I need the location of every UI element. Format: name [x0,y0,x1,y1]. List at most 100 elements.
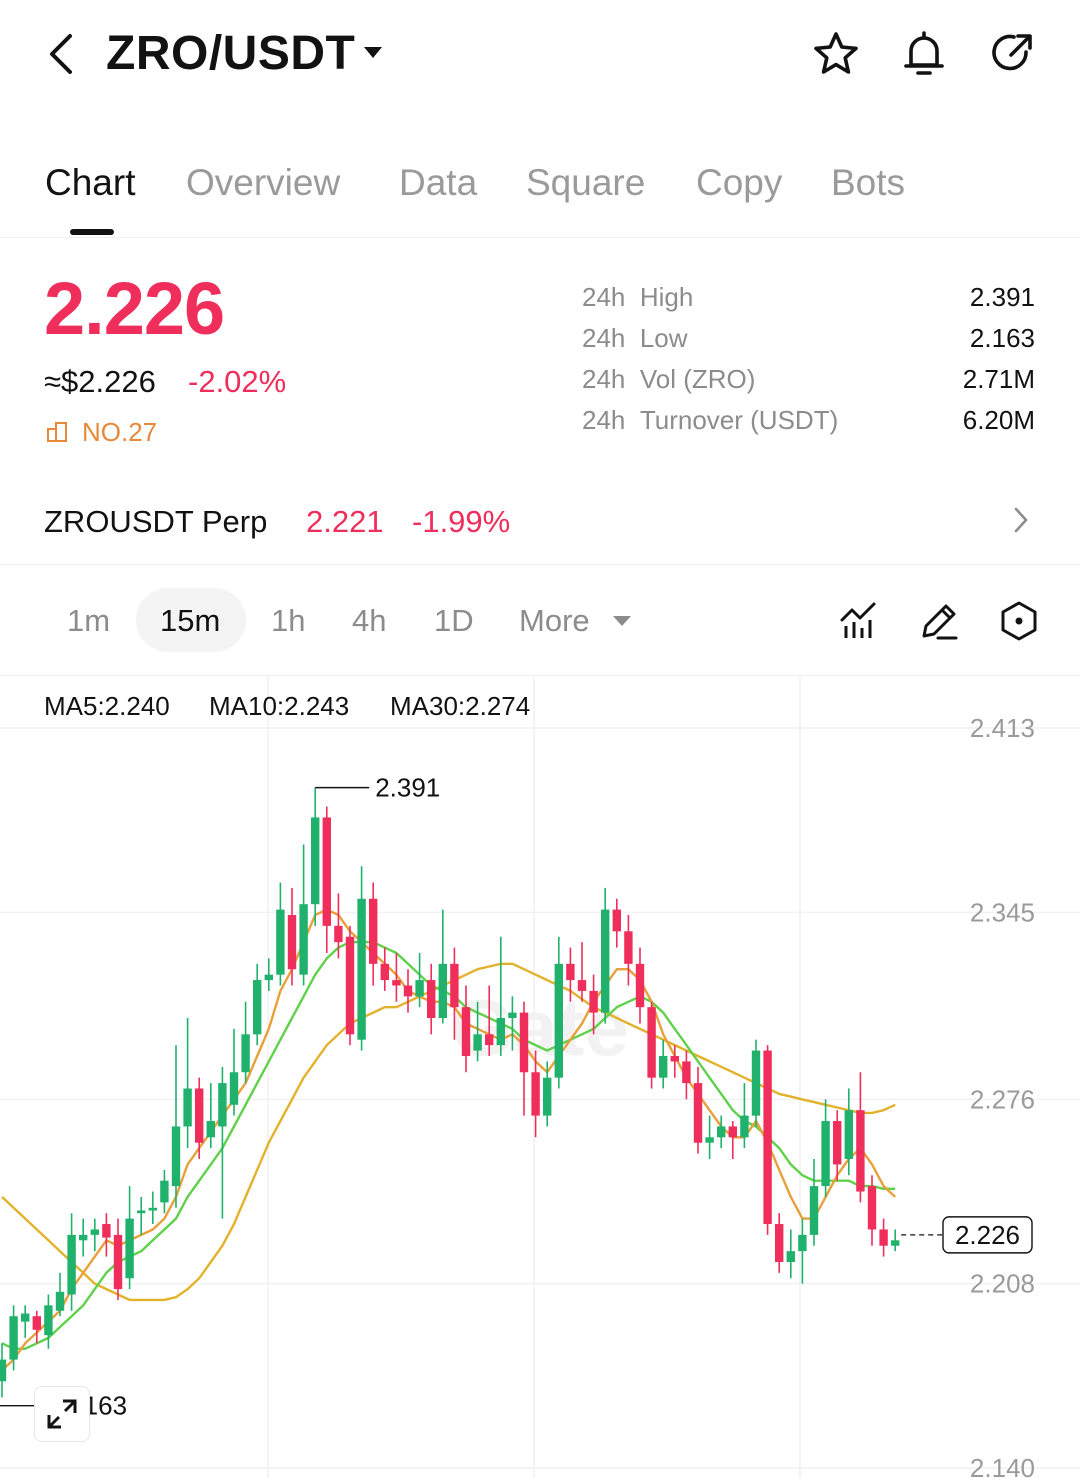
candle-body [102,1224,111,1238]
candle [438,909,447,1024]
rank-icon [47,422,67,442]
candle-body [519,1012,529,1073]
candle-body [751,1050,761,1116]
candle [508,996,517,1051]
interval-divider [0,675,1080,676]
more-caret-icon[interactable] [612,614,632,628]
candle [485,985,494,1056]
candle [183,1018,192,1149]
candle [67,1213,76,1311]
candle-body [55,1291,65,1311]
star-icon[interactable] [810,28,862,80]
candle [531,1050,540,1138]
candle-body [670,1055,679,1062]
candle [403,969,413,1013]
caret-down-icon[interactable] [362,44,384,60]
price-change: -2.02% [188,364,287,399]
interval-more[interactable]: More [519,603,590,638]
indicator-icon[interactable] [836,598,882,644]
candle [867,1175,877,1246]
candle [21,1305,30,1338]
tab-bots[interactable]: Bots [831,162,906,203]
candle-body [612,909,621,932]
tab-data[interactable]: Data [399,162,478,203]
perp-name[interactable]: ZROUSDT Perp [44,504,268,539]
share-icon[interactable] [986,28,1038,80]
perp-price: 2.221 [306,504,384,539]
candle-body [763,1050,772,1225]
candle-body [461,1007,471,1056]
candle-body [183,1088,192,1127]
candle-body [867,1186,877,1230]
chart-settings-icon[interactable] [996,598,1042,644]
candle [624,915,633,986]
candle [635,947,645,1024]
candle-body [311,817,320,905]
pair-title[interactable]: ZRO/USDT [106,27,356,80]
candle [740,1083,749,1149]
candle-body [44,1305,53,1336]
candle-body [635,963,645,1008]
perp-divider [0,564,1080,565]
tabs-divider [0,237,1080,238]
candle-body [79,1234,88,1241]
candle [775,1213,784,1273]
candle-body [253,980,262,1035]
candle [369,882,378,986]
candle-body [879,1229,888,1246]
perp-change: -1.99% [412,504,511,539]
interval-1d[interactable]: 1D [434,603,474,638]
candle-body [276,909,285,975]
candle-body [659,1055,668,1078]
candle-body [9,1316,18,1360]
stat-label-vol: 24h Vol (ZRO) [582,364,756,394]
stat-value-vol: 2.71M [962,364,1035,394]
y-tick-label: 2.345 [970,897,1035,927]
candle [345,925,355,1046]
chevron-right-icon[interactable] [1010,505,1032,535]
candle-body [299,904,308,975]
candle-body [786,1251,795,1262]
expand-chart-button[interactable] [34,1386,90,1442]
candle [148,1191,157,1225]
bell-icon[interactable] [898,28,950,80]
candle-body [322,817,331,926]
stat-label-high: 24h High [582,282,694,312]
back-icon[interactable] [40,30,84,78]
candle [856,1072,865,1203]
interval-15m[interactable]: 15m [160,603,221,638]
candle [833,1110,842,1181]
tab-chart[interactable]: Chart [45,162,136,203]
candle [612,898,621,948]
candle [821,1099,830,1197]
candle [693,1066,703,1154]
candle [44,1294,53,1349]
candle [461,985,471,1073]
candle-body [67,1234,76,1295]
candle [879,1218,888,1257]
tab-square[interactable]: Square [526,162,646,203]
candle-body [601,909,610,1013]
candle-body [798,1234,807,1252]
candle [589,974,598,1035]
candle-body [380,963,389,981]
candle-body [137,1210,146,1214]
candle-body [705,1137,714,1143]
candle-body [438,963,447,1019]
watermark-logo: Gate [451,983,629,1072]
interval-1h[interactable]: 1h [271,603,306,638]
candle-body [856,1110,865,1192]
candle [125,1186,134,1290]
candle-body [160,1180,169,1203]
y-tick-label: 2.140 [970,1453,1035,1478]
interval-1m[interactable]: 1m [67,603,111,638]
ma30-line [1,962,896,1302]
candle-body [334,925,343,943]
tab-overview[interactable]: Overview [186,162,341,203]
tab-copy[interactable]: Copy [696,162,783,203]
candle-body [113,1234,123,1290]
interval-4h[interactable]: 4h [352,603,387,638]
draw-pencil-icon[interactable] [916,598,962,644]
candle [276,882,285,986]
